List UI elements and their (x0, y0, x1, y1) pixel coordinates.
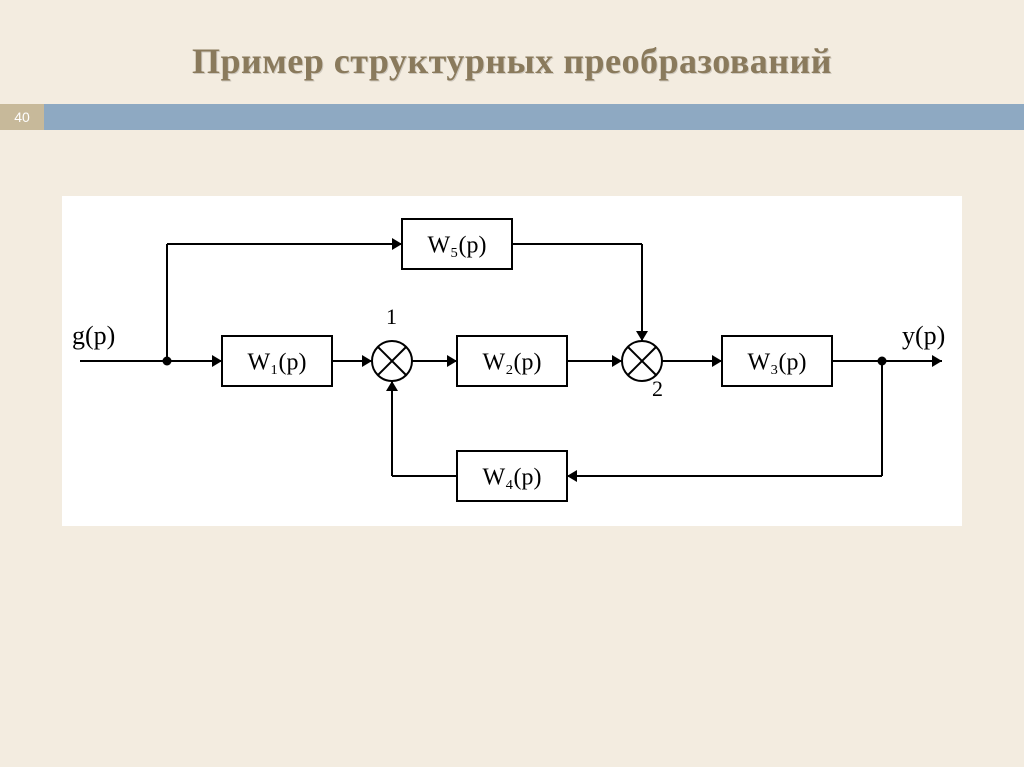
block-diagram-svg: W₁(p) W₂(p) W₃(p) W₄(p) W₅(p) 1 2 g(p) y(p) (62, 196, 962, 526)
page-number-badge: 40 (0, 104, 44, 130)
page-title: Пример структурных преобразований (0, 0, 1024, 82)
svg-text:y(p): y(p) (902, 321, 945, 350)
svg-text:1: 1 (386, 304, 397, 329)
svg-text:W₄(p): W₄(p) (482, 464, 541, 490)
svg-text:W₃(p): W₃(p) (747, 349, 806, 375)
title-banner (0, 104, 1024, 130)
svg-text:2: 2 (652, 376, 663, 401)
block-diagram-panel: W₁(p) W₂(p) W₃(p) W₄(p) W₅(p) 1 2 g(p) y(p) (62, 196, 962, 526)
svg-text:g(p): g(p) (72, 321, 115, 350)
svg-text:W₅(p): W₅(p) (427, 232, 486, 258)
svg-text:W₁(p): W₁(p) (247, 349, 306, 375)
svg-text:W₂(p): W₂(p) (482, 349, 541, 375)
slide: Пример структурных преобразований 40 W₁(… (0, 0, 1024, 767)
